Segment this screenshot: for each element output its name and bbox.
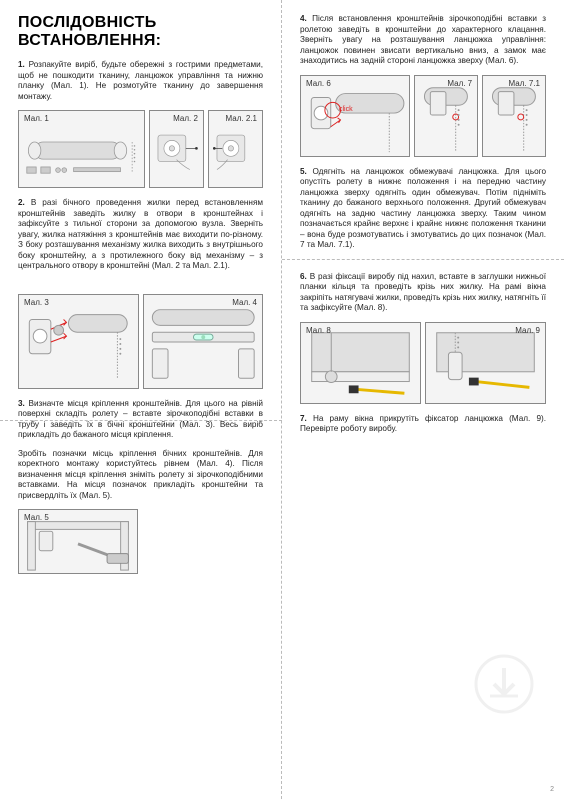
chain-limiter-icon	[483, 76, 545, 156]
step-3b: Зробіть позначки місць кріплення бічних …	[18, 449, 263, 502]
step-6: 6. В разі фіксації виробу під нахил, вст…	[300, 272, 546, 314]
click-label: click	[339, 106, 353, 113]
figure-6: Мал. 6 click	[300, 75, 410, 157]
figure-2-1: Мал. 2.1	[208, 110, 263, 188]
step-7: 7. На раму вікна прикрутіть фіксатор лан…	[300, 414, 546, 435]
tensioner-icon	[301, 323, 420, 403]
fig-row-2: Мал. 3 Мал. 4	[18, 294, 263, 389]
figure-4: Мал. 4	[143, 294, 264, 389]
fig-label: Мал. 7.1	[509, 79, 540, 88]
fig-label: Мал. 4	[232, 298, 257, 307]
step-5: 5. Одягніть на ланцюжок обмежувачі ланцю…	[300, 167, 546, 251]
step-4: 4. Після встановлення кронштейнів зірочк…	[300, 14, 546, 67]
fig-label: Мал. 5	[24, 513, 49, 522]
horizontal-divider	[0, 420, 282, 421]
chain-limiter-icon	[415, 76, 477, 156]
fig-label: Мал. 9	[515, 326, 540, 335]
fig-row-1: Мал. 1 Мал. 2	[18, 110, 263, 188]
figure-7-1: Мал. 7.1	[482, 75, 546, 157]
fig-label: Мал. 8	[306, 326, 331, 335]
step-1: 1. Розпакуйте виріб, будьте обережні з г…	[18, 60, 263, 102]
figure-1: Мал. 1	[18, 110, 145, 188]
fig-row-4: Мал. 6 click Мал. 7	[300, 75, 546, 157]
left-column: ПОСЛІДОВНІСТЬ ВСТАНОВЛЕННЯ: 1. Розпакуйт…	[0, 0, 282, 799]
level-icon	[144, 295, 263, 388]
figure-3: Мал. 3	[18, 294, 139, 389]
step-2: 2. В разі бічного проведення жилки перед…	[18, 198, 263, 272]
page: ПОСЛІДОВНІСТЬ ВСТАНОВЛЕННЯ: 1. Розпакуйт…	[0, 0, 565, 799]
figure-5: Мал. 5	[18, 509, 138, 574]
fig-label: Мал. 2	[173, 114, 198, 123]
watermark-icon	[474, 654, 534, 714]
figure-2: Мал. 2	[149, 110, 204, 188]
figure-8: Мал. 8	[300, 322, 421, 404]
chain-fixer-icon	[426, 323, 545, 403]
fig-label: Мал. 6	[306, 79, 331, 88]
page-number: 2	[550, 786, 554, 793]
fig-label: Мал. 2.1	[226, 114, 257, 123]
figure-9: Мал. 9	[425, 322, 546, 404]
fig-row-5: Мал. 8 Мал. 9	[300, 322, 546, 404]
fig-label: Мал. 3	[24, 298, 49, 307]
fig-row-3: Мал. 5	[18, 509, 263, 574]
fig-label: Мал. 1	[24, 114, 49, 123]
assembly-icon	[19, 295, 138, 388]
page-title: ПОСЛІДОВНІСТЬ ВСТАНОВЛЕННЯ:	[18, 14, 263, 50]
fig-label: Мал. 7	[447, 79, 472, 88]
click-insert-icon	[301, 76, 409, 156]
right-column: 4. Після встановлення кронштейнів зірочк…	[282, 0, 564, 799]
figure-7: Мал. 7	[414, 75, 478, 157]
